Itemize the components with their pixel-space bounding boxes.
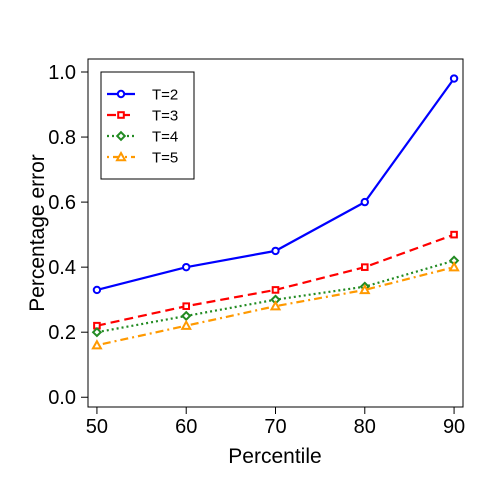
legend-item: T=5 [107,150,178,167]
data-point [91,326,103,338]
y-axis: 0.0 0.2 0.4 0.6 0.8 1.0 [48,62,88,409]
legend-label: T=5 [152,150,178,167]
y-tick-label: 0.6 [48,192,76,214]
y-tick-label: 0.0 [48,387,76,409]
series-4 [91,261,460,350]
y-tick-label: 0.8 [48,127,76,149]
data-point [360,197,369,207]
y-tick-label: 0.4 [48,257,76,279]
legend-marker [116,89,126,99]
data-point [360,263,369,271]
legend-marker [115,150,127,162]
legend-label: T=2 [152,87,178,104]
series-line [96,266,455,347]
y-tick-label: 1.0 [48,62,76,84]
legend-item: T=2 [107,87,178,104]
series-layer [91,74,460,350]
data-point [271,286,280,294]
y-axis-title: Percentage error [26,154,49,312]
legend-marker [117,111,125,119]
legend-item: T=3 [107,108,178,125]
x-tick-label: 90 [443,416,465,438]
data-point [91,339,103,350]
data-point [180,319,192,330]
data-point [448,261,460,272]
data-point [359,283,371,295]
data-point [182,262,191,272]
data-point [182,302,191,310]
data-point [450,230,458,239]
data-point [181,310,192,322]
legend: T=2 T=3 T=4 T=5 [100,71,195,180]
series-3 [91,255,460,338]
x-axis: 50 60 70 80 90 [86,407,465,438]
x-tick-label: 60 [175,416,197,438]
data-point [269,300,282,311]
legend-box [100,71,195,180]
data-point [92,285,102,295]
series-1 [92,74,459,295]
x-tick-label: 80 [354,416,376,438]
x-tick-label: 50 [86,416,108,438]
y-tick-label: 0.2 [48,322,76,344]
data-point [271,246,280,256]
legend-item: T=4 [107,129,178,146]
legend-label: T=4 [152,129,178,146]
legend-label: T=3 [152,108,178,125]
data-point [449,74,459,83]
x-axis-title: Percentile [228,445,321,468]
x-tick-label: 70 [264,416,286,438]
legend-marker [115,130,127,142]
